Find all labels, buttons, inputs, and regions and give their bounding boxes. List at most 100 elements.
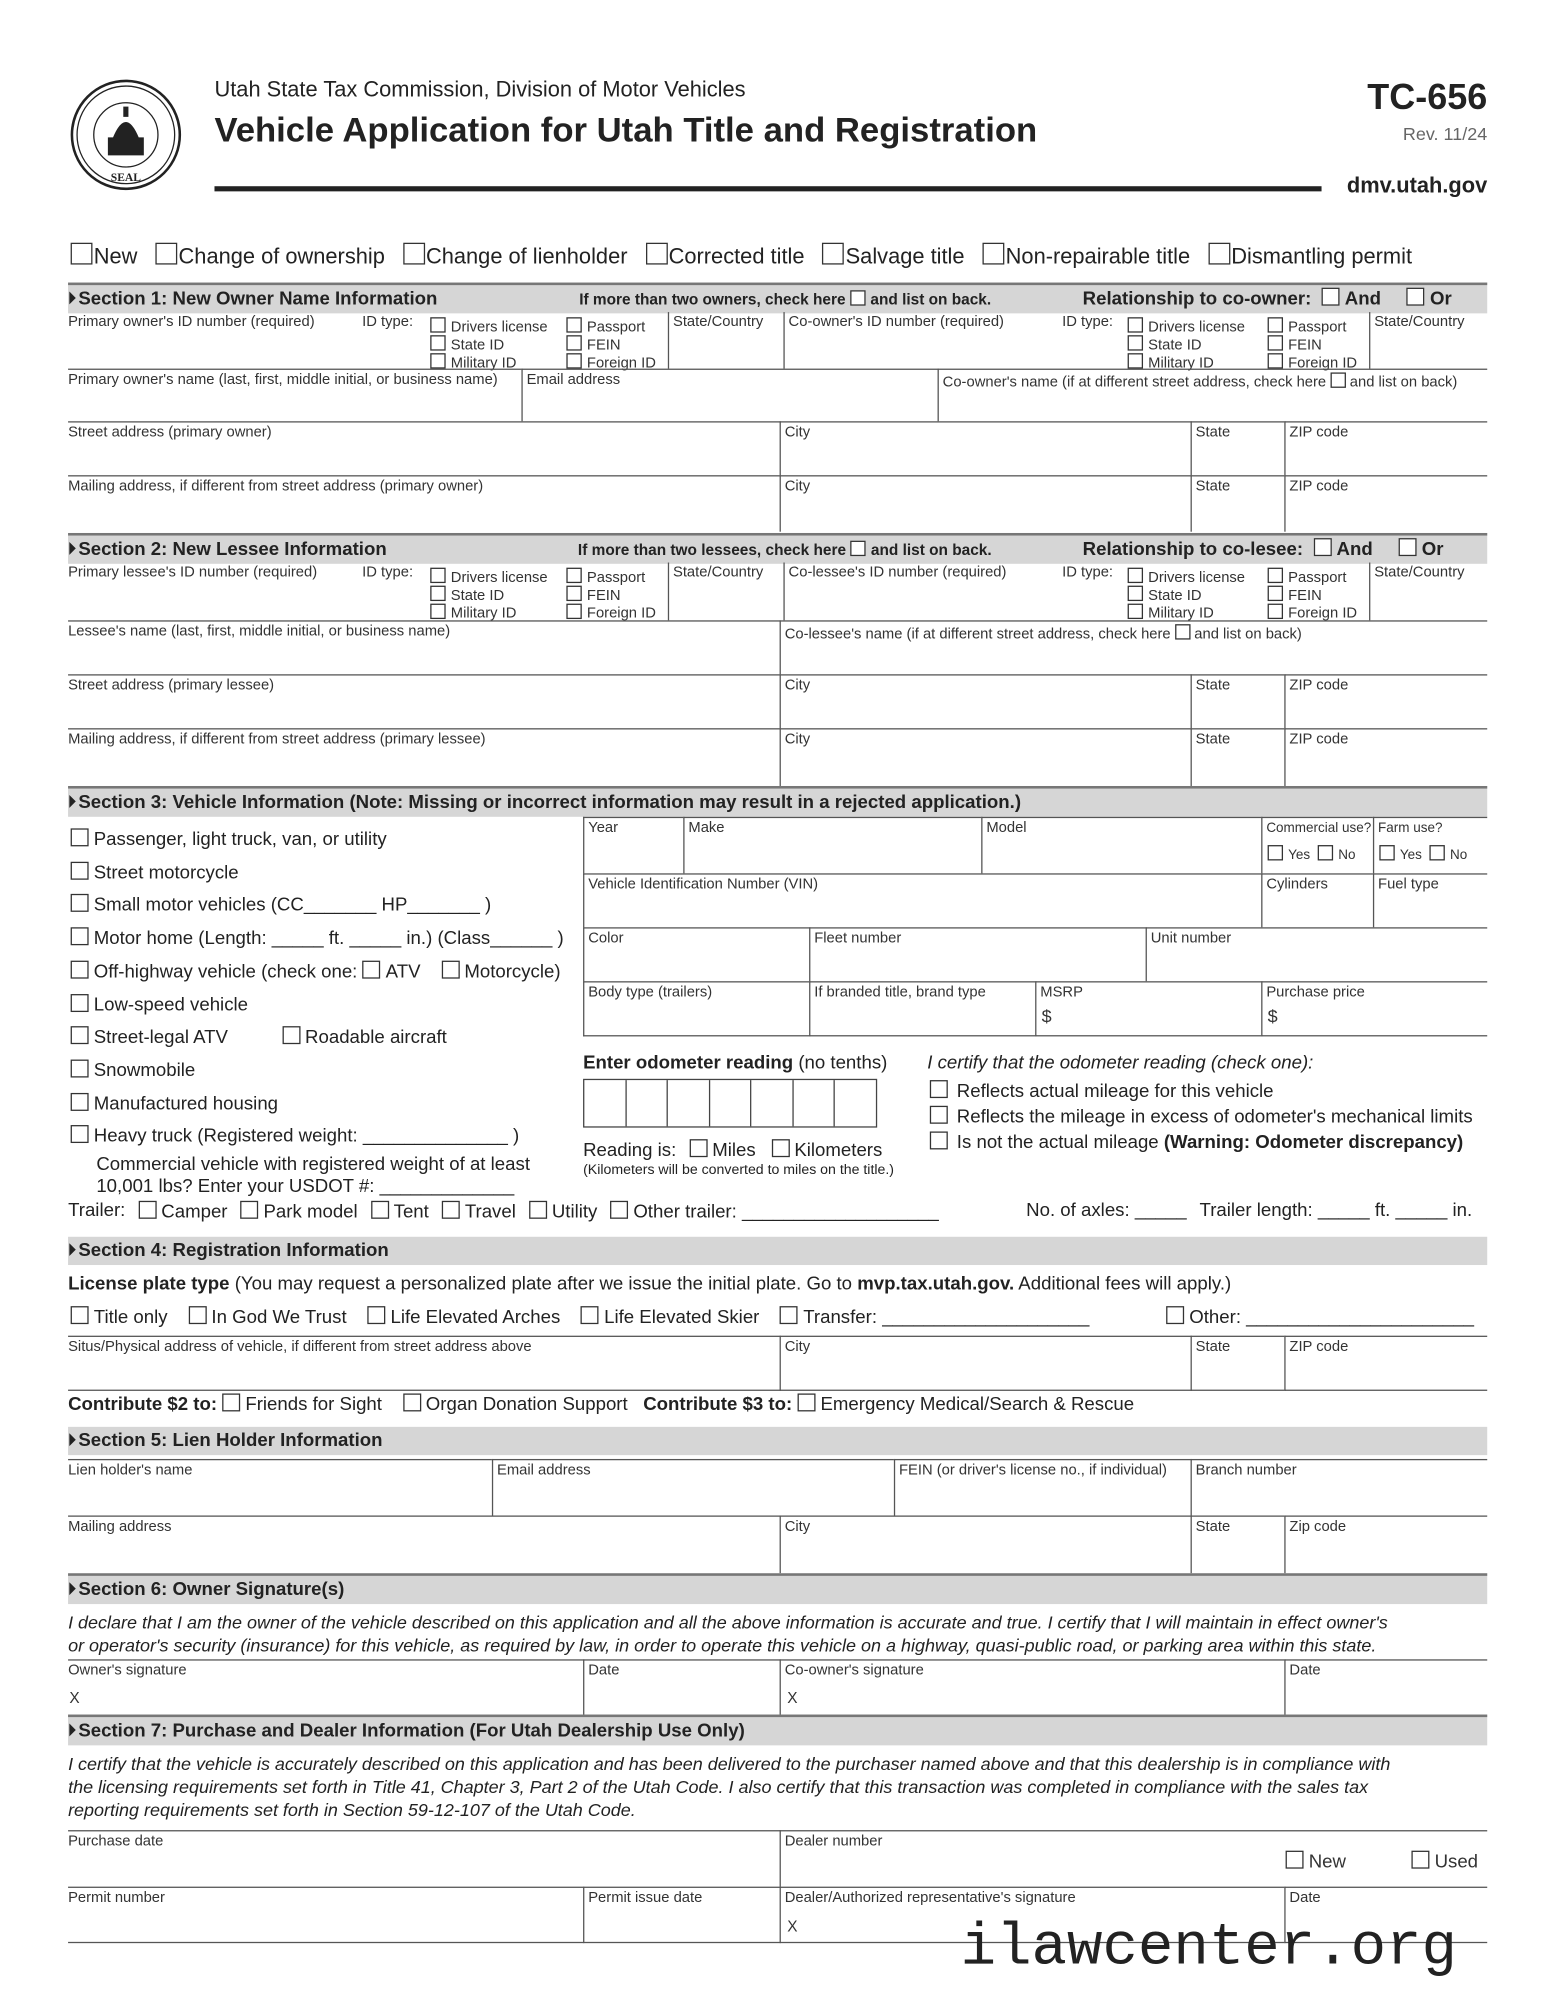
transaction-dismantling[interactable]: Dismantling permit bbox=[1208, 242, 1412, 270]
lessee-mailing-city[interactable]: City bbox=[779, 728, 1191, 786]
owner-state-field[interactable]: State bbox=[1190, 421, 1285, 476]
cert-excess[interactable]: Reflects the mileage in excess of odomet… bbox=[929, 1104, 1473, 1130]
lien-mailing-field[interactable]: Mailing address bbox=[68, 1515, 780, 1573]
dealer-date-field[interactable]: Date bbox=[1284, 1886, 1488, 1944]
co-lessee-name-field[interactable]: Co-lessee's name (if at different street… bbox=[779, 620, 1488, 675]
situs-city-field[interactable]: City bbox=[779, 1335, 1191, 1391]
co-owner-name-field[interactable]: Co-owner's name (if at different street … bbox=[937, 368, 1488, 422]
permit-number-field[interactable]: Permit number bbox=[68, 1886, 584, 1944]
situs-state-field[interactable]: State bbox=[1190, 1335, 1285, 1391]
year-field[interactable]: Year bbox=[583, 816, 684, 874]
co-owner-signature-field[interactable]: Co-owner's signature X bbox=[779, 1659, 1285, 1715]
plate-other[interactable]: Other: ______________________ bbox=[1166, 1306, 1474, 1328]
owner-mailing-city[interactable]: City bbox=[779, 475, 1191, 532]
primary-owner-name-field[interactable]: Primary owner's name (last, first, middl… bbox=[68, 368, 522, 422]
trailer-tent[interactable]: Tent bbox=[370, 1200, 429, 1223]
owner-street-field[interactable]: Street address (primary owner) bbox=[68, 421, 780, 475]
purchase-price-field[interactable]: Purchase price $ bbox=[1261, 981, 1488, 1037]
transaction-corrected-title[interactable]: Corrected title bbox=[645, 242, 805, 270]
owner-mailing-zip[interactable]: ZIP code bbox=[1284, 475, 1488, 532]
co-lessee-and-checkbox[interactable] bbox=[1313, 538, 1332, 557]
lessee-mailing-zip[interactable]: ZIP code bbox=[1284, 728, 1488, 786]
co-lessee-or-checkbox[interactable] bbox=[1398, 538, 1417, 557]
lessee-mailing-state[interactable]: State bbox=[1190, 728, 1285, 786]
plate-in-god-we-trust[interactable]: In God We Trust bbox=[188, 1306, 347, 1328]
co-lessee-state-country[interactable]: State/Country bbox=[1369, 562, 1487, 621]
co-owner-id-field[interactable]: Co-owner's ID number (required) ID type:… bbox=[783, 312, 1369, 371]
lessee-zip-field[interactable]: ZIP code bbox=[1284, 674, 1488, 729]
purchase-date-field[interactable]: Purchase date bbox=[68, 1830, 780, 1887]
situs-address-field[interactable]: Situs/Physical address of vehicle, if di… bbox=[68, 1335, 780, 1391]
farm-use-field[interactable]: Farm use? Yes No bbox=[1372, 816, 1488, 874]
lessee-mailing-field[interactable]: Mailing address, if different from stree… bbox=[68, 728, 780, 786]
trailer-utility[interactable]: Utility bbox=[528, 1200, 597, 1223]
odometer-input[interactable] bbox=[583, 1078, 878, 1128]
owner-email-field[interactable]: Email address bbox=[521, 368, 938, 422]
primary-owner-state-country[interactable]: State/Country bbox=[667, 312, 784, 369]
lien-state-field[interactable]: State bbox=[1190, 1515, 1285, 1574]
unit-number-field[interactable]: Unit number bbox=[1145, 927, 1488, 982]
axles-field[interactable]: No. of axles: _____ bbox=[1026, 1200, 1187, 1222]
dealer-signature-field[interactable]: Dealer/Authorized representative's signa… bbox=[779, 1886, 1285, 1944]
vehicle-type-small-motor[interactable]: Small motor vehicles (CC_______ HP______… bbox=[70, 891, 564, 924]
transaction-change-lienholder[interactable]: Change of lienholder bbox=[402, 242, 628, 270]
friends-for-sight-checkbox[interactable]: Friends for Sight bbox=[222, 1393, 382, 1415]
primary-lessee-id-field[interactable]: Primary lessee's ID number (required) ID… bbox=[68, 565, 656, 622]
lessee-street-field[interactable]: Street address (primary lessee) bbox=[68, 674, 780, 728]
body-type-field[interactable]: Body type (trailers) bbox=[583, 981, 810, 1037]
color-field[interactable]: Color bbox=[583, 927, 810, 982]
vehicle-type-motor-home[interactable]: Motor home (Length: _____ ft. _____ in.)… bbox=[70, 924, 564, 957]
transaction-new[interactable]: New bbox=[70, 242, 137, 270]
vehicle-type-heavy-truck[interactable]: Heavy truck (Registered weight: ________… bbox=[70, 1122, 564, 1155]
commercial-use-field[interactable]: Commercial use? Yes No bbox=[1261, 816, 1373, 874]
vehicle-type-off-highway[interactable]: Off-highway vehicle (check one: ATV Moto… bbox=[70, 957, 564, 990]
trailer-camper[interactable]: Camper bbox=[138, 1200, 228, 1223]
new-checkbox[interactable]: New bbox=[1285, 1850, 1346, 1873]
co-owner-state-country[interactable]: State/Country bbox=[1369, 312, 1487, 369]
vehicle-type-passenger[interactable]: Passenger, light truck, van, or utility bbox=[70, 825, 564, 858]
trailer-other[interactable]: Other trailer: ___________________ bbox=[610, 1200, 939, 1223]
trailer-travel[interactable]: Travel bbox=[441, 1200, 516, 1223]
lien-holder-name-field[interactable]: Lien holder's name bbox=[68, 1458, 492, 1516]
ems-checkbox[interactable]: Emergency Medical/Search & Rescue bbox=[797, 1393, 1134, 1415]
vehicle-type-manufactured[interactable]: Manufactured housing bbox=[70, 1089, 564, 1122]
transaction-non-repairable[interactable]: Non-repairable title bbox=[982, 242, 1190, 270]
transaction-salvage-title[interactable]: Salvage title bbox=[822, 242, 965, 270]
km-checkbox[interactable]: Kilometers bbox=[771, 1139, 882, 1161]
owner-city-field[interactable]: City bbox=[779, 421, 1191, 476]
lessee-name-field[interactable]: Lessee's name (last, first, middle initi… bbox=[68, 620, 780, 674]
lien-fein-field[interactable]: FEIN (or driver's license no., if indivi… bbox=[893, 1458, 1191, 1516]
co-owner-date-field[interactable]: Date bbox=[1284, 1659, 1488, 1715]
lien-email-field[interactable]: Email address bbox=[491, 1458, 894, 1516]
owner-zip-field[interactable]: ZIP code bbox=[1284, 421, 1488, 476]
transaction-change-ownership[interactable]: Change of ownership bbox=[155, 242, 385, 270]
co-owner-and-checkbox[interactable] bbox=[1321, 287, 1340, 306]
plate-skier[interactable]: Life Elevated Skier bbox=[580, 1306, 759, 1328]
miles-checkbox[interactable]: Miles bbox=[681, 1139, 756, 1161]
dealer-number-field[interactable]: Dealer number New Used bbox=[779, 1830, 1488, 1887]
lien-city-field[interactable]: City bbox=[779, 1515, 1191, 1574]
website-link[interactable]: dmv.utah.gov bbox=[1346, 173, 1488, 198]
vehicle-type-low-speed[interactable]: Low-speed vehicle bbox=[70, 990, 564, 1023]
vehicle-type-snowmobile[interactable]: Snowmobile bbox=[70, 1056, 564, 1089]
more-lessees-checkbox[interactable] bbox=[850, 540, 866, 557]
plate-arches[interactable]: Life Elevated Arches bbox=[367, 1306, 560, 1328]
owner-date-field[interactable]: Date bbox=[583, 1659, 780, 1715]
vin-field[interactable]: Vehicle Identification Number (VIN) bbox=[583, 873, 1262, 928]
make-field[interactable]: Make bbox=[683, 816, 982, 874]
organ-donation-checkbox[interactable]: Organ Donation Support bbox=[402, 1393, 628, 1415]
brand-type-field[interactable]: If branded title, brand type bbox=[809, 981, 1036, 1037]
vehicle-type-street-atv[interactable]: Street-legal ATV Roadable aircraft bbox=[70, 1023, 564, 1056]
more-owners-checkbox[interactable] bbox=[849, 290, 866, 306]
situs-zip-field[interactable]: ZIP code bbox=[1284, 1335, 1488, 1391]
vehicle-type-motorcycle[interactable]: Street motorcycle bbox=[70, 858, 564, 891]
cert-actual[interactable]: Reflects actual mileage for this vehicle bbox=[929, 1079, 1473, 1105]
msrp-field[interactable]: MSRP $ bbox=[1035, 981, 1262, 1037]
fleet-number-field[interactable]: Fleet number bbox=[809, 927, 1146, 982]
cert-not-actual[interactable]: Is not the actual mileage (Warning: Odom… bbox=[929, 1130, 1473, 1156]
owner-mailing-field[interactable]: Mailing address, if different from stree… bbox=[68, 475, 780, 532]
lessee-state-country[interactable]: State/Country bbox=[667, 562, 784, 621]
co-owner-or-checkbox[interactable] bbox=[1406, 287, 1425, 306]
plate-title-only[interactable]: Title only bbox=[70, 1306, 168, 1328]
trailer-length-field[interactable]: Trailer length: _____ ft. _____ in. bbox=[1199, 1200, 1473, 1222]
